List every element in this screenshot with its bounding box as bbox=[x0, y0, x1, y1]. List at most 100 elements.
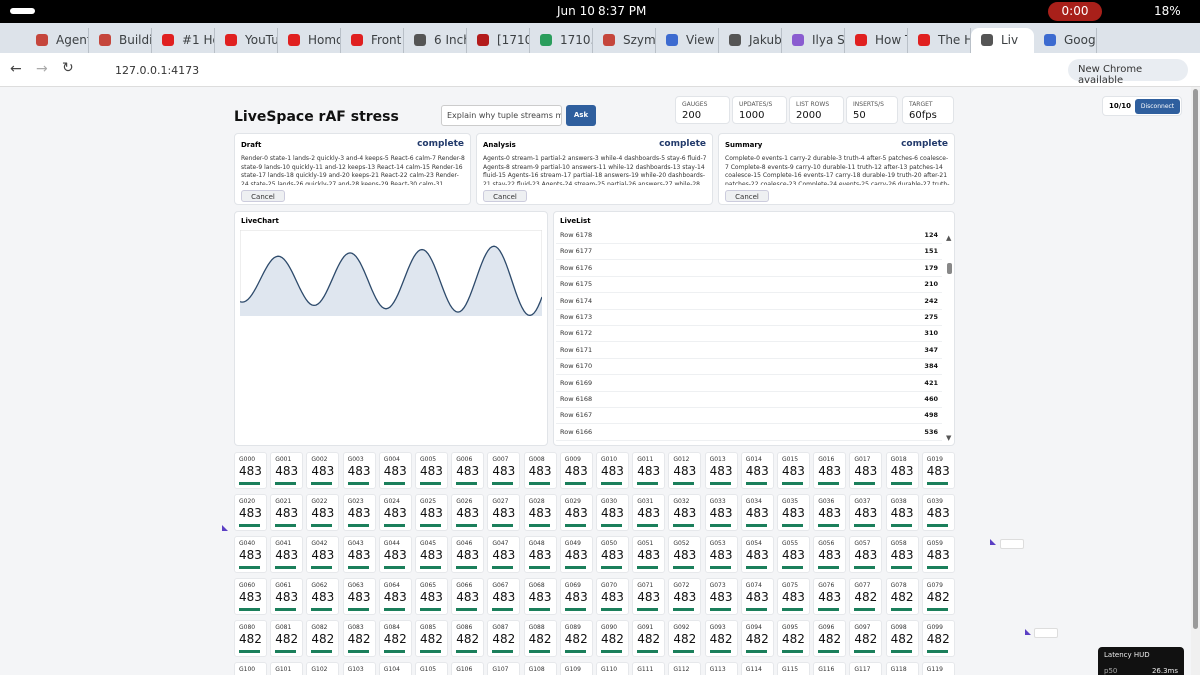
gauge-value: 483 bbox=[420, 548, 443, 562]
gauge: G025 483 bbox=[415, 494, 448, 531]
page-scrollbar[interactable] bbox=[1191, 87, 1200, 675]
tab-title[interactable]: 1710.C bbox=[560, 33, 592, 47]
connection: 10/10 Disconnect bbox=[1102, 96, 1182, 116]
tab[interactable]: 6 Inch bbox=[404, 28, 467, 53]
page-scroll-thumb[interactable] bbox=[1193, 89, 1198, 629]
tab-title[interactable]: How T bbox=[875, 33, 907, 47]
gauge-value: 483 bbox=[456, 506, 480, 520]
update-button[interactable]: New Chrome available bbox=[1068, 59, 1188, 86]
tab-title[interactable]: Homo bbox=[308, 33, 341, 47]
tab[interactable]: Liv bbox=[971, 28, 1034, 53]
gauge-id: G004 bbox=[383, 456, 400, 463]
forward[interactable]: → bbox=[36, 61, 48, 77]
tab[interactable]: Front bbox=[341, 28, 404, 53]
back[interactable]: ← bbox=[10, 61, 22, 77]
list-row bbox=[556, 310, 942, 326]
gauge-id: G019 bbox=[926, 456, 943, 463]
gauge-bar bbox=[926, 608, 948, 611]
gauge-id: G113 bbox=[709, 666, 726, 673]
tab[interactable]: The H bbox=[908, 28, 971, 53]
disconnect-button[interactable]: Disconnect bbox=[1135, 99, 1180, 114]
gauge-value: 483 bbox=[420, 590, 443, 604]
gauge-value: 483 bbox=[818, 590, 842, 604]
tab-icon bbox=[1044, 34, 1056, 46]
tab[interactable]: How T bbox=[845, 28, 908, 53]
tab[interactable]: Ilya S bbox=[782, 28, 845, 53]
gauge-bar bbox=[745, 608, 767, 611]
gauge: G037 483 bbox=[849, 494, 883, 531]
tab-title[interactable]: View bbox=[686, 33, 715, 47]
gauge: G059 483 bbox=[921, 536, 955, 573]
gauge-id: G007 bbox=[492, 456, 509, 463]
panel-title: Draft bbox=[241, 141, 262, 149]
gauge-bar bbox=[709, 566, 731, 569]
prompt-input[interactable]: Explain why tuple streams m bbox=[441, 105, 562, 126]
gauge-id: G100 bbox=[239, 666, 256, 673]
tab-title[interactable]: The H bbox=[938, 33, 971, 47]
gauge: G112 bbox=[668, 662, 702, 675]
tab-title[interactable]: Ilya S bbox=[812, 33, 845, 47]
tab-title[interactable]: #1 Ho bbox=[182, 33, 214, 47]
recording[interactable]: 0:00 bbox=[1048, 2, 1102, 21]
url[interactable]: 127.0.0.1:4173 bbox=[115, 64, 200, 77]
gauge-id: G024 bbox=[383, 498, 400, 505]
tab[interactable]: 1710.C bbox=[530, 28, 593, 53]
tab-title[interactable]: YouTu bbox=[245, 33, 278, 47]
app-page: LiveSpace rAF stress Explain why tuple s… bbox=[0, 87, 1190, 675]
gauge: G016 483 bbox=[813, 452, 847, 489]
gauge-bar bbox=[492, 524, 514, 527]
gauge-id: G006 bbox=[456, 456, 473, 463]
gauge-bar bbox=[311, 650, 333, 653]
tab-title[interactable]: Buildi bbox=[119, 33, 152, 47]
tab[interactable]: Szym bbox=[593, 28, 656, 53]
scroll-up[interactable]: ▲ bbox=[946, 234, 952, 242]
tab-title[interactable]: Front bbox=[371, 33, 402, 47]
gauge-value: 483 bbox=[637, 464, 661, 478]
list-title: LiveList bbox=[560, 217, 591, 225]
cancel-button[interactable]: Cancel bbox=[483, 190, 527, 202]
gauge-bar bbox=[420, 524, 441, 527]
stat-value: 2000 bbox=[796, 110, 822, 121]
tab-title[interactable]: Googl bbox=[1064, 33, 1097, 47]
omnibox[interactable] bbox=[88, 60, 908, 82]
gauge-value: 483 bbox=[311, 464, 335, 478]
tab[interactable]: [1710. bbox=[467, 28, 530, 53]
cancel-button[interactable]: Cancel bbox=[725, 190, 769, 202]
tab-title[interactable]: Agent bbox=[56, 33, 89, 47]
gauge-id: G035 bbox=[782, 498, 799, 505]
gauge: G021 483 bbox=[270, 494, 304, 531]
tab-title[interactable]: [1710. bbox=[497, 33, 529, 47]
gauge-bar bbox=[601, 608, 622, 611]
gauge-value: 483 bbox=[528, 464, 552, 478]
gauge-bar bbox=[637, 650, 659, 653]
gauge-value: 483 bbox=[709, 506, 733, 520]
list-row bbox=[556, 244, 942, 261]
gauge-id: G065 bbox=[420, 582, 437, 589]
scroll-thumb[interactable] bbox=[947, 263, 952, 274]
tab-title[interactable]: Jakub bbox=[749, 33, 782, 47]
tab[interactable]: Jakub bbox=[719, 28, 782, 53]
tab[interactable]: Homo bbox=[278, 28, 341, 53]
gauge-id: G083 bbox=[347, 624, 364, 631]
reload[interactable]: ↻ bbox=[62, 60, 74, 76]
gauge-bar bbox=[637, 608, 659, 611]
tab[interactable]: Agent bbox=[26, 28, 89, 53]
tab-title[interactable]: 6 Inch bbox=[434, 33, 466, 47]
tab[interactable]: Buildi bbox=[89, 28, 152, 53]
tab[interactable]: Googl bbox=[1034, 28, 1097, 53]
gauge-bar bbox=[311, 608, 333, 611]
gauge-id: G115 bbox=[782, 666, 799, 673]
cancel-button[interactable]: Cancel bbox=[241, 190, 285, 202]
tab-icon bbox=[36, 34, 48, 46]
tab[interactable]: YouTu bbox=[215, 28, 278, 53]
gauge-id: G070 bbox=[601, 582, 618, 589]
gauge-id: G112 bbox=[673, 666, 690, 673]
tab-icon bbox=[855, 34, 867, 46]
tab[interactable]: View bbox=[656, 28, 719, 53]
scroll-down[interactable]: ▼ bbox=[946, 434, 952, 442]
tab-title[interactable]: Szym bbox=[623, 33, 656, 47]
tab[interactable]: #1 Ho bbox=[152, 28, 215, 53]
ask-button[interactable]: Ask bbox=[566, 105, 596, 126]
gauge-bar bbox=[673, 482, 695, 485]
tab-title[interactable]: Liv bbox=[1001, 33, 1019, 47]
